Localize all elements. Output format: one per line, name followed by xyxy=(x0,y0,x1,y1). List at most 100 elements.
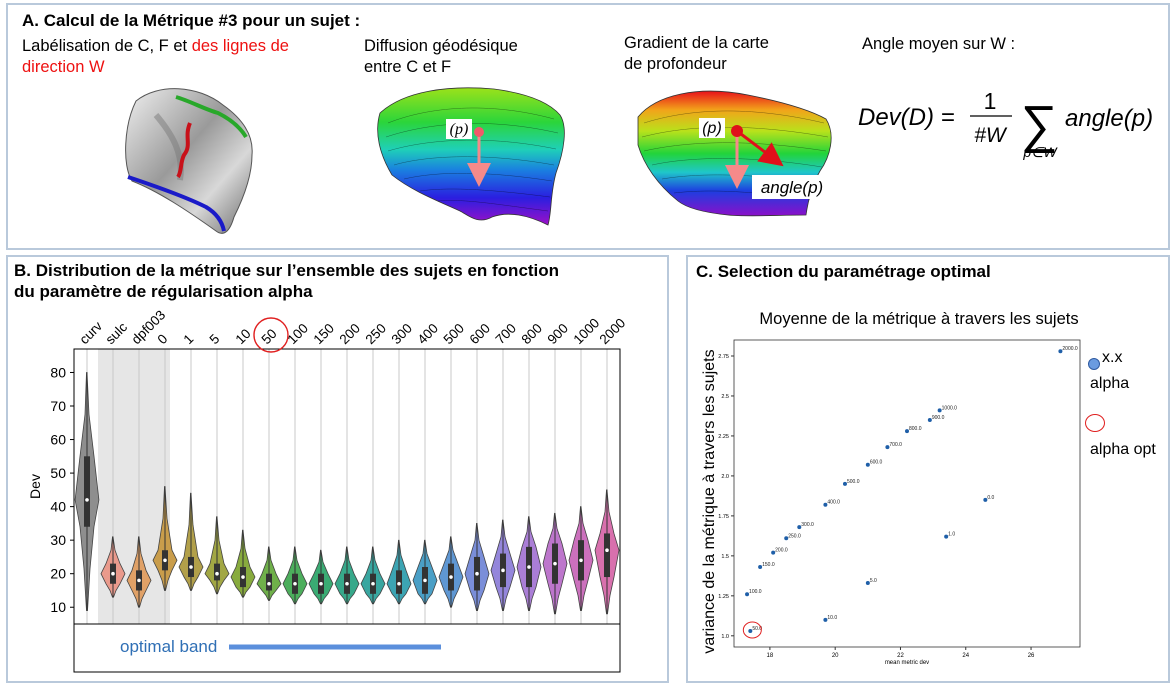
optimal-band-label: optimal band xyxy=(120,637,218,656)
point-label: 1.0 xyxy=(948,532,955,538)
y-tick-label: 50 xyxy=(50,465,66,481)
panel-b-title: B. Distribution de la métrique sur l’ens… xyxy=(14,260,559,302)
violin-median xyxy=(605,548,609,553)
violin-median xyxy=(215,571,219,576)
scatter-point xyxy=(823,502,828,507)
panel-a-title: A. Calcul de la Métrique #3 pour un suje… xyxy=(22,11,361,30)
scatter-point xyxy=(905,429,909,434)
violin-median xyxy=(293,581,297,586)
x-tick-label: 900 xyxy=(545,321,572,348)
step4-caption: Angle moyen sur W : xyxy=(862,35,1016,53)
point-label: 10.0 xyxy=(827,615,837,621)
panel-b-title-line2: du paramètre de régularisation alpha xyxy=(14,282,313,301)
scatter-point xyxy=(745,592,750,597)
scatter-point xyxy=(865,462,870,467)
step2-caption: Diffusion géodésique entre C et F xyxy=(364,36,518,78)
step1-text: Labélisation de C, F et xyxy=(22,37,192,55)
x-tick-label: 10 xyxy=(233,326,254,347)
x-tick-label: 500 xyxy=(441,321,468,348)
step2-line1: Diffusion géodésique xyxy=(364,37,518,55)
x-tick-label: 600 xyxy=(467,321,494,348)
point-label: 800.0 xyxy=(909,426,922,432)
scatter-point xyxy=(842,481,847,486)
y-tick-label: 2.75 xyxy=(718,354,729,360)
x-tick-label: 20 xyxy=(832,653,839,659)
scatter-point xyxy=(983,497,988,502)
y-tick-label: 10 xyxy=(50,599,66,615)
violin-median xyxy=(475,571,479,576)
scatter-title: Moyenne de la métrique à travers les suj… xyxy=(759,310,1078,328)
x-tick-label: 0 xyxy=(155,331,171,347)
x-tick-label: 700 xyxy=(493,321,520,348)
panel-a: A. Calcul de la Métrique #3 pour un suje… xyxy=(6,3,1170,250)
panel-b: B. Distribution de la métrique sur l’ens… xyxy=(6,255,669,683)
x-tick-label: 1000 xyxy=(571,315,603,347)
scatter-point xyxy=(771,550,776,555)
x-axis-label: mean metric dev xyxy=(885,660,929,666)
y-tick-label: 40 xyxy=(50,499,66,515)
x-tick-label: 50 xyxy=(259,326,280,347)
step3-line1: Gradient de la carte xyxy=(624,34,769,52)
x-tick-label: 26 xyxy=(1028,653,1035,659)
gradient-p-label: (p) xyxy=(702,120,722,137)
legend-alpha-opt: alpha opt xyxy=(1090,441,1156,458)
panel-c-title: C. Selection du paramétrage optimal xyxy=(696,262,991,281)
formula-numerator: 1 xyxy=(984,88,997,114)
scatter-point xyxy=(758,565,763,570)
panel-a-illustrations: (p) (p) angle(p) Dev(D) = 1 #W ∑ p∈W ang… xyxy=(125,87,1153,234)
scatter-point xyxy=(748,629,753,634)
point-label: 5.0 xyxy=(870,578,877,584)
angle-label: angle(p) xyxy=(761,178,823,197)
x-tick-label: curv xyxy=(77,318,106,347)
violin-box xyxy=(84,456,90,527)
gradient-depth-image: (p) angle(p) xyxy=(637,90,832,217)
x-tick-label: 800 xyxy=(519,321,546,348)
violin-median xyxy=(579,558,583,563)
point-label: 900.0 xyxy=(932,415,945,421)
scatter-point xyxy=(885,445,890,450)
y-tick-label: 70 xyxy=(50,398,66,414)
y-tick-label: 1.0 xyxy=(721,634,729,640)
legend-circle-icon xyxy=(1085,414,1105,432)
panel-c: C. Selection du paramétrage optimal Moye… xyxy=(686,255,1170,683)
x-tick-label: 400 xyxy=(415,321,442,348)
scatter-chart: Moyenne de la métrique à travers les suj… xyxy=(701,310,1081,666)
violin-median xyxy=(423,578,427,583)
geodesic-p-label: (p) xyxy=(450,121,469,138)
legend-dot-icon xyxy=(1088,358,1100,370)
violin-median xyxy=(449,575,453,579)
step3-line2: de profondeur xyxy=(624,55,727,73)
formula-sum-index: p∈W xyxy=(1022,144,1058,160)
y-tick-label: 60 xyxy=(50,432,66,448)
point-label: 200.0 xyxy=(775,548,788,554)
scatter-point xyxy=(1058,349,1063,354)
x-tick-label: 22 xyxy=(897,653,904,659)
violin-median xyxy=(371,581,375,586)
x-tick-label: 24 xyxy=(962,653,969,659)
point-label: 150.0 xyxy=(762,562,775,568)
violin-median xyxy=(241,575,245,579)
point-label: 50.0 xyxy=(752,626,762,632)
scatter-point xyxy=(944,534,949,539)
optimal-highlight xyxy=(742,621,762,639)
point-label: 1000.0 xyxy=(942,405,958,411)
formula-lhs: Dev(D) = xyxy=(858,104,955,131)
scatter-point xyxy=(784,536,789,541)
x-tick-label: 200 xyxy=(337,321,364,348)
y-tick-label: 1.75 xyxy=(718,514,729,520)
x-tick-label: 5 xyxy=(207,331,223,347)
scatter-point xyxy=(797,525,802,530)
y-tick-label: 2.5 xyxy=(721,394,729,400)
panel-b-title-line1: B. Distribution de la métrique sur l’ens… xyxy=(14,261,560,280)
x-tick-label: 250 xyxy=(363,321,390,348)
point-label: 300.0 xyxy=(801,522,814,528)
scatter-point xyxy=(927,417,932,422)
point-label: 100.0 xyxy=(749,589,762,595)
formula-sum-sign: ∑ xyxy=(1020,96,1057,154)
point-label: 400.0 xyxy=(827,500,840,506)
point-label: 600.0 xyxy=(870,460,883,466)
legend-alpha: alpha xyxy=(1090,375,1130,392)
scatter-point xyxy=(937,408,942,413)
violin-median xyxy=(397,581,401,586)
violin-median xyxy=(163,558,167,563)
